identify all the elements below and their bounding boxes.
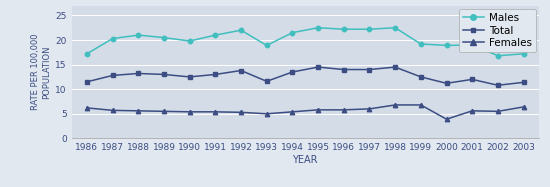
X-axis label: YEAR: YEAR (293, 155, 318, 165)
Y-axis label: RATE PER 100,000
POPULATION: RATE PER 100,000 POPULATION (31, 34, 51, 110)
Legend: Males, Total, Females: Males, Total, Females (459, 9, 536, 52)
